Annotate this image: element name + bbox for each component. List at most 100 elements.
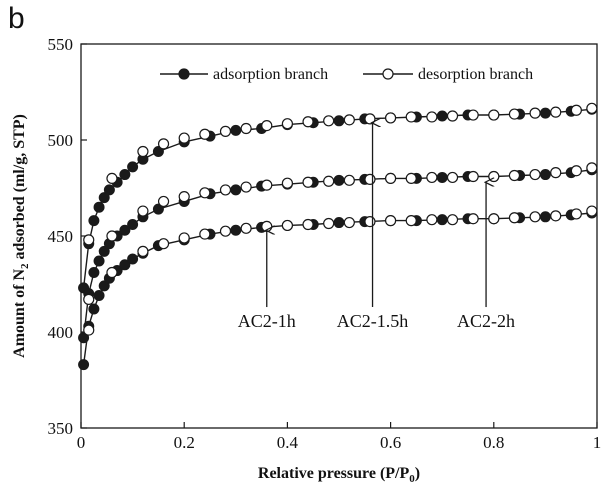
desorption-point-ac2-2h xyxy=(199,128,211,140)
desorption-point-ac2-1-5h xyxy=(508,169,521,182)
desorption-point-ac2-1-5h xyxy=(261,179,273,191)
annotation-label: AC2-2h xyxy=(457,311,515,331)
desorption-point-ac2-1h xyxy=(281,219,293,232)
adsorption-point-ac2-1-5h xyxy=(539,169,551,181)
desorption-point-ac2-2h xyxy=(488,109,500,121)
desorption-point-ac2-2h xyxy=(137,145,149,158)
desorption-point-ac2-1-5h xyxy=(426,171,438,184)
desorption-point-ac2-1h xyxy=(446,214,459,226)
desorption-point-ac2-1-5h xyxy=(343,174,355,186)
desorption-point-ac2-2h xyxy=(343,114,355,126)
adsorption-point-ac2-2h xyxy=(539,107,551,119)
legend-label: desorption branch xyxy=(418,66,533,83)
desorption-point-ac2-1-5h xyxy=(529,168,541,181)
desorption-point-ac2-1h xyxy=(178,232,190,244)
adsorption-point-ac2-1-5h xyxy=(98,245,110,257)
desorption-point-ac2-1-5h xyxy=(199,187,211,199)
desorption-point-ac2-2h xyxy=(302,116,314,128)
adsorption-point-ac2-1-5h xyxy=(88,266,100,278)
desorption-point-ac2-2h xyxy=(570,104,582,116)
adsorption-point-ac2-1h xyxy=(436,214,448,226)
desorption-point-ac2-2h xyxy=(281,118,293,130)
legend-label: adsorption branch xyxy=(213,66,328,83)
desorption-point-ac2-1h xyxy=(550,210,562,222)
desorption-point-ac2-1h xyxy=(586,205,598,217)
desorption-point-ac2-1-5h xyxy=(467,170,479,183)
desorption-point-ac2-1-5h xyxy=(281,177,293,189)
desorption-point-ac2-1h xyxy=(426,214,438,226)
desorption-point-ac2-1h xyxy=(570,208,582,220)
x-tick-label: 0.8 xyxy=(483,433,504,452)
desorption-point-ac2-1-5h xyxy=(364,173,376,185)
desorption-point-ac2-1-5h xyxy=(219,184,232,196)
desorption-point-ac2-1h xyxy=(219,225,232,237)
desorption-point-ac2-1h xyxy=(302,218,314,231)
adsorption-point-ac2-1h xyxy=(78,359,90,371)
adsorption-point-ac2-1-5h xyxy=(93,255,105,267)
desorption-point-ac2-2h xyxy=(529,107,541,119)
x-tick-label: 0.2 xyxy=(174,433,195,452)
desorption-point-ac2-2h xyxy=(219,125,232,137)
desorption-point-ac2-1-5h xyxy=(405,172,417,184)
desorption-point-ac2-2h xyxy=(261,119,273,132)
adsorption-point-ac2-2h xyxy=(119,169,131,181)
desorption-point-ac2-1-5h xyxy=(446,171,459,184)
desorption-point-ac2-1-5h xyxy=(157,195,170,208)
desorption-point-ac2-1h xyxy=(199,228,211,240)
desorption-point-ac2-1-5h xyxy=(323,175,335,187)
desorption-point-ac2-2h xyxy=(157,138,170,150)
x-tick-label: 0 xyxy=(77,433,86,452)
adsorption-point-ac2-2h xyxy=(88,215,100,227)
legend: adsorption branch desorption branch xyxy=(160,66,533,83)
y-tick-label: 500 xyxy=(48,131,74,150)
adsorption-point-ac2-1h xyxy=(119,259,131,271)
x-axis-title: Relative pressure (P/P0) xyxy=(258,465,420,485)
desorption-point-ac2-2h xyxy=(323,115,335,127)
adsorption-point-ac2-2h xyxy=(98,192,110,204)
adsorption-point-ac2-2h xyxy=(127,161,139,173)
adsorption-point-ac2-1-5h xyxy=(127,218,139,230)
desorption-point-ac2-1h xyxy=(240,222,252,234)
desorption-point-ac2-1h xyxy=(385,215,397,227)
adsorption-point-ac2-1h xyxy=(98,280,110,292)
adsorption-point-ac2-1h xyxy=(539,211,551,223)
desorption-point-ac2-1h xyxy=(157,238,170,250)
y-tick-label: 450 xyxy=(48,227,74,246)
adsorption-point-ac2-1-5h xyxy=(333,174,345,186)
adsorption-point-ac2-1h xyxy=(230,224,242,236)
adsorption-point-ac2-2h xyxy=(93,201,105,213)
desorption-point-ac2-1-5h xyxy=(385,172,397,184)
x-tick-label: 1 xyxy=(593,433,602,452)
desorption-point-ac2-2h xyxy=(467,109,479,121)
desorption-point-ac2-1-5h xyxy=(240,181,252,193)
adsorption-point-ac2-2h xyxy=(333,115,345,127)
annotations: AC2-1h AC2-1.5h AC2-2h xyxy=(238,123,515,331)
desorption-point-ac2-1h xyxy=(261,220,273,232)
annotation-label: AC2-1.5h xyxy=(337,311,409,331)
adsorption-point-ac2-1-5h xyxy=(230,184,242,196)
adsorption-point-ac2-1h xyxy=(127,253,139,265)
desorption-point-ac2-1-5h xyxy=(570,165,582,177)
y-tick-label: 550 xyxy=(48,35,74,54)
adsorption-point-ac2-2h xyxy=(230,124,242,136)
data-points xyxy=(78,102,598,371)
desorption-point-ac2-2h xyxy=(385,112,397,124)
desorption-point-ac2-1-5h xyxy=(302,176,314,188)
plot-frame xyxy=(80,43,598,429)
desorption-point-ac2-1-5h xyxy=(550,167,562,179)
desorption-point-ac2-2h xyxy=(586,102,598,114)
adsorption-point-ac2-1h xyxy=(333,217,345,229)
desorption-point-ac2-1h xyxy=(405,215,417,227)
x-tick-label: 0.6 xyxy=(380,433,401,452)
desorption-point-ac2-1-5h xyxy=(586,162,598,174)
adsorption-point-ac2-2h xyxy=(436,110,448,122)
desorption-point-ac2-1h xyxy=(106,266,118,279)
desorption-point-ac2-2h xyxy=(364,113,376,125)
desorption-point-ac2-2h xyxy=(178,132,190,144)
desorption-point-ac2-1-5h xyxy=(137,205,149,217)
desorption-point-ac2-1h xyxy=(508,212,521,224)
legend-marker xyxy=(382,68,394,80)
desorption-point-ac2-2h xyxy=(446,110,459,122)
desorption-point-ac2-1-5h xyxy=(488,170,500,183)
